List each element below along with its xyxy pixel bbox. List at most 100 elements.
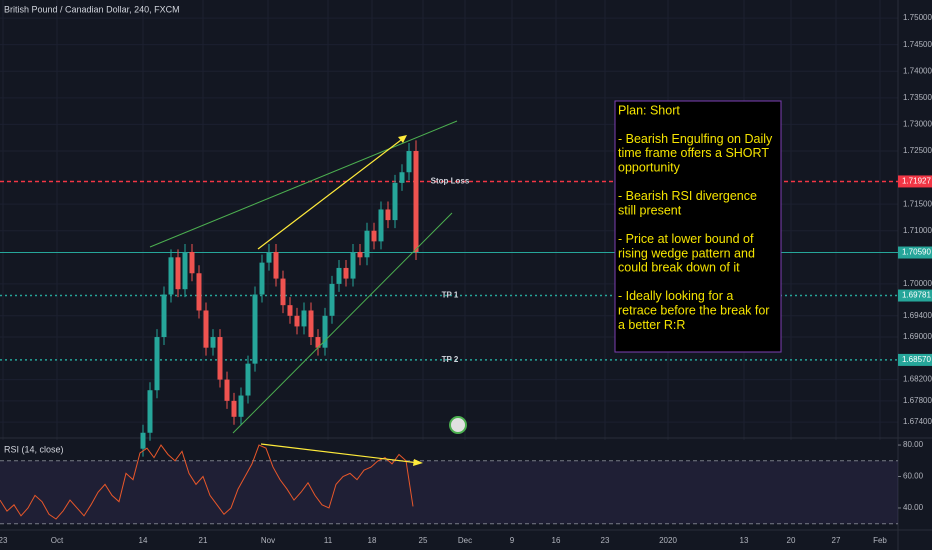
candle-body xyxy=(238,395,244,417)
x-tick-label: 21 xyxy=(199,536,208,545)
candle-body xyxy=(273,251,279,279)
candle-body xyxy=(301,310,307,327)
y-tick-label: 1.67400 xyxy=(903,417,932,426)
annotation-line: - Ideally looking for a xyxy=(618,289,733,303)
x-tick-label: Feb xyxy=(873,536,887,545)
candle-body xyxy=(203,310,209,348)
candle-body xyxy=(245,363,251,396)
candle-body xyxy=(350,251,356,279)
annotation-line: opportunity xyxy=(618,160,681,174)
rsi-title: RSI (14, close) xyxy=(4,444,64,454)
candle-body xyxy=(329,283,335,316)
candle-body xyxy=(140,432,146,449)
annotation-line: could break down of it xyxy=(618,261,740,275)
arrow-head xyxy=(413,459,423,466)
x-tick-label: 23 xyxy=(601,536,610,545)
price-level-label: 1.69781 xyxy=(902,291,931,300)
candle-body xyxy=(399,172,405,183)
candle-body xyxy=(224,379,230,401)
candle-body xyxy=(266,251,272,263)
candle-body xyxy=(182,251,188,290)
candle-body xyxy=(406,150,412,173)
y-tick-label: 1.73000 xyxy=(903,120,932,129)
candle-body xyxy=(336,267,342,284)
price-level-tag xyxy=(898,246,932,259)
x-tick-label: 25 xyxy=(419,536,428,545)
candle-body xyxy=(189,251,195,274)
wedge-upper xyxy=(149,120,458,248)
x-tick-label: 11 xyxy=(324,536,333,545)
candle-body xyxy=(217,337,223,380)
candle-body xyxy=(357,251,363,258)
candle-body xyxy=(315,337,321,348)
y-tick-label: 1.72500 xyxy=(903,146,932,155)
divergence-arrow xyxy=(257,136,406,250)
candle-body xyxy=(161,294,167,338)
x-tick-label: 13 xyxy=(740,536,749,545)
price-level-tag xyxy=(898,175,932,188)
candle-body xyxy=(371,230,377,242)
x-tick-label: 2020 xyxy=(659,536,677,545)
x-tick-label: 14 xyxy=(139,536,148,545)
y-tick-label: 1.68200 xyxy=(903,375,932,384)
y-tick-label: 40.00 xyxy=(903,503,924,512)
candle-body xyxy=(168,257,174,295)
marks xyxy=(0,140,901,525)
candle-body xyxy=(231,400,237,417)
x-tick-label: Nov xyxy=(261,536,275,545)
x-tick-label: 9 xyxy=(510,536,515,545)
candle-body xyxy=(294,315,300,327)
x-tick-label: 16 xyxy=(552,536,561,545)
price-level-label: 1.68570 xyxy=(902,355,931,364)
price-level-label: 1.70590 xyxy=(902,248,931,257)
annotation-line: Plan: Short xyxy=(618,103,680,117)
x-tick-label: 18 xyxy=(368,536,377,545)
y-tick-label: 1.71000 xyxy=(903,226,932,235)
candle-body xyxy=(378,209,384,242)
candle-body xyxy=(364,230,370,258)
y-tick-label: 1.74000 xyxy=(903,66,932,75)
candle-body xyxy=(392,182,398,221)
x-tick-label: 27 xyxy=(832,536,841,545)
y-tick-label: 80.00 xyxy=(903,440,924,449)
candle-body xyxy=(259,262,265,295)
annotation-line: rising wedge pattern and xyxy=(618,246,755,260)
level-name: TP 2 xyxy=(442,355,459,364)
candle-body xyxy=(322,315,328,348)
y-tick-label: 1.75000 xyxy=(903,13,932,22)
y-tick-label: 1.71500 xyxy=(903,199,932,208)
candle-body xyxy=(210,337,216,348)
y-tick-label: 1.67800 xyxy=(903,396,932,405)
price-level-tag xyxy=(898,353,932,366)
annotation-line: - Bearish RSI divergence xyxy=(618,189,757,203)
idea-icon xyxy=(449,416,467,434)
candle-body xyxy=(252,294,258,364)
candle-body xyxy=(147,390,153,433)
chart-title: British Pound / Canadian Dollar, 240, FX… xyxy=(4,4,180,14)
rsi-divergence-arrow xyxy=(260,443,420,464)
candle-body xyxy=(196,273,202,311)
candle-body xyxy=(343,267,349,279)
annotation-line: retrace before the break for xyxy=(618,303,769,317)
y-tick-label: 1.70000 xyxy=(903,279,932,288)
annotation-line: - Bearish Engulfing on Daily xyxy=(618,132,773,146)
candle-body xyxy=(280,278,286,306)
y-tick-label: 1.74500 xyxy=(903,40,932,49)
candle-body xyxy=(154,337,160,391)
y-tick-label: 60.00 xyxy=(903,472,924,481)
candle-body xyxy=(413,150,419,252)
candle-body xyxy=(175,257,181,290)
candle-body xyxy=(287,305,293,316)
annotation-line: a better R:R xyxy=(618,318,685,332)
y-tick-label: 1.73500 xyxy=(903,93,932,102)
x-tick-label: 20 xyxy=(787,536,796,545)
rsi-band xyxy=(0,460,898,524)
candle-body xyxy=(308,310,314,338)
price-level-tag xyxy=(898,289,932,302)
rsi-line xyxy=(0,444,414,520)
annotation-text: Plan: Short - Bearish Engulfing on Dailyt… xyxy=(618,103,773,332)
y-tick-label: 1.69000 xyxy=(903,332,932,341)
y-tick-label: 1.69400 xyxy=(903,311,932,320)
